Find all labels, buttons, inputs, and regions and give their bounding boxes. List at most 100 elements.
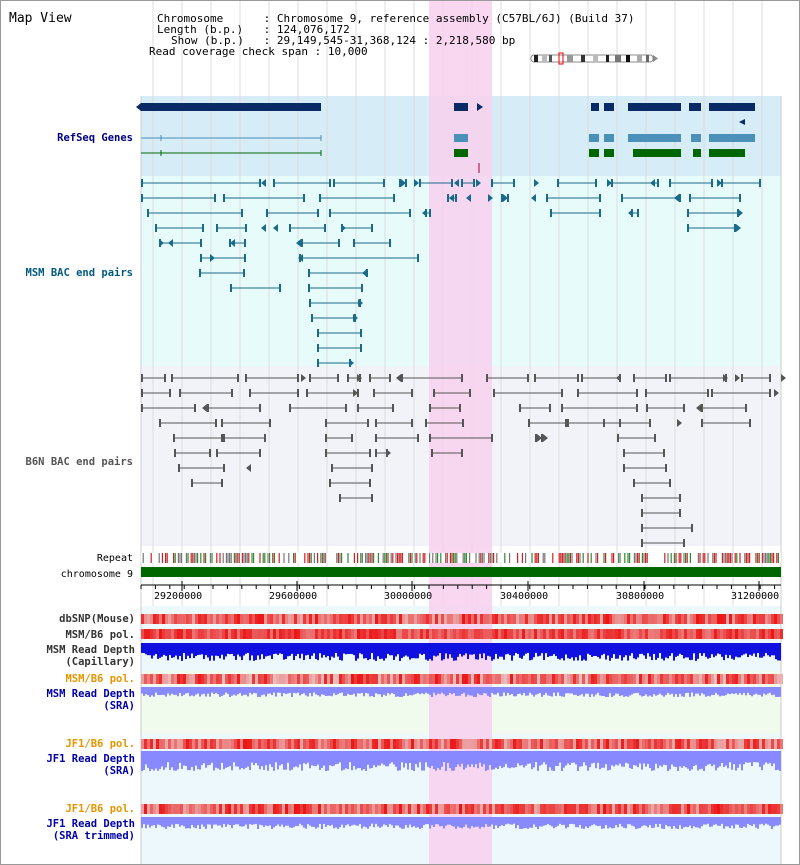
heatmap-cell — [495, 629, 498, 639]
heatmap-cell — [189, 674, 192, 684]
read-depth-bar — [221, 643, 223, 655]
data-track-label-jf1_b6_pol[interactable]: JF1/B6 pol. — [65, 738, 135, 750]
data-track-label-jf1_depth_trim[interactable]: JF1 Read Depth (SRA trimmed) — [46, 818, 135, 842]
repeat-element — [525, 553, 527, 563]
heatmap-cell — [384, 739, 387, 749]
read-depth-bar — [521, 687, 523, 696]
read-depth-bar — [723, 751, 725, 768]
read-depth-bar — [411, 643, 413, 659]
data-track-label-msm_b6_pol_cap[interactable]: MSM/B6 pol. — [65, 629, 135, 641]
read-depth-bar — [629, 751, 631, 769]
track-label-b6n-bac[interactable]: B6N BAC end pairs — [25, 456, 133, 468]
heatmap-cell — [579, 629, 582, 639]
read-depth-bar — [249, 687, 251, 693]
read-depth-bar — [285, 817, 287, 826]
heatmap-cell — [402, 739, 405, 749]
read-depth-bar — [403, 817, 405, 829]
track-label-msm-bac[interactable]: MSM BAC end pairs — [25, 267, 133, 279]
bac-end-right — [561, 389, 563, 397]
read-depth-bar — [483, 751, 485, 765]
repeat-element — [561, 553, 563, 563]
heatmap-cell — [654, 629, 657, 639]
heatmap-cell — [297, 804, 300, 814]
heatmap-cell — [594, 614, 597, 624]
read-depth-bar — [633, 687, 635, 694]
data-track-label-jf1_depth_sra[interactable]: JF1 Read Depth (SRA) — [46, 753, 135, 777]
track-label-refseq[interactable]: RefSeq Genes — [57, 132, 133, 144]
heatmap-cell — [768, 614, 771, 624]
heatmap-cell — [333, 614, 336, 624]
heatmap-cell — [540, 674, 543, 684]
heatmap-cell — [465, 614, 468, 624]
heatmap-cell — [459, 629, 462, 639]
heatmap-cell — [321, 804, 324, 814]
read-depth-bar — [313, 643, 315, 654]
repeat-element — [464, 553, 466, 563]
read-depth-bar — [779, 687, 781, 697]
read-depth-bar — [541, 751, 543, 765]
heatmap-cell — [324, 804, 327, 814]
heatmap-cell — [591, 739, 594, 749]
read-depth-bar — [253, 751, 255, 766]
heatmap-cell — [183, 674, 186, 684]
heatmap-cell — [315, 629, 318, 639]
read-depth-bar — [711, 751, 713, 767]
heatmap-cell — [393, 629, 396, 639]
heatmap-cell — [708, 804, 711, 814]
read-depth-bar — [491, 643, 493, 661]
read-depth-bar — [219, 687, 221, 697]
heatmap-cell — [228, 629, 231, 639]
data-track-label-dbsnp[interactable]: dbSNP(Mouse) — [59, 613, 135, 625]
bac-end-right — [734, 224, 736, 232]
heatmap-cell — [462, 804, 465, 814]
read-depth-bar — [443, 817, 445, 829]
bac-end-arrow — [476, 179, 481, 187]
heatmap-cell — [459, 739, 462, 749]
read-depth-bar — [215, 643, 217, 656]
heatmap-cell — [753, 614, 756, 624]
data-track-label-msm_depth_cap[interactable]: MSM Read Depth (Capillary) — [46, 644, 135, 668]
read-depth-bar — [403, 687, 405, 696]
bac-end-arrow — [781, 374, 786, 382]
heatmap-cell — [687, 804, 690, 814]
bac-end-left — [159, 419, 161, 427]
repeat-element — [739, 553, 741, 563]
heatmap-cell — [474, 739, 477, 749]
read-depth-bar — [611, 751, 613, 766]
read-depth-bar — [485, 687, 487, 694]
data-track-label-jf1_b6_pol_trim[interactable]: JF1/B6 pol. — [65, 803, 135, 815]
read-depth-bar — [651, 687, 653, 697]
data-track-label-msm_b6_pol_sra[interactable]: MSM/B6 pol. — [65, 673, 135, 685]
read-depth-bar — [223, 817, 225, 824]
data-track-label-msm_depth_sra[interactable]: MSM Read Depth (SRA) — [46, 688, 135, 712]
info-label: Length (b.p.) — [157, 23, 244, 36]
read-depth-bar — [587, 687, 589, 694]
read-depth-bar — [733, 643, 735, 660]
heatmap-cell — [168, 739, 171, 749]
heatmap-cell — [534, 674, 537, 684]
repeat-element — [702, 553, 704, 563]
read-depth-bar — [357, 817, 359, 826]
read-depth-bar — [501, 751, 503, 769]
heatmap-cell — [348, 804, 351, 814]
bac-end-left — [200, 254, 202, 262]
repeat-element — [582, 553, 584, 563]
bac-end-left — [641, 539, 643, 547]
heatmap-cell — [294, 629, 297, 639]
read-depth-bar — [513, 817, 515, 824]
bac-end-left — [249, 389, 251, 397]
heatmap-cell — [498, 739, 501, 749]
heatmap-cell — [285, 674, 288, 684]
read-depth-bar — [461, 643, 463, 657]
repeat-element — [664, 553, 666, 563]
heatmap-cell — [273, 674, 276, 684]
read-depth-bar — [255, 751, 257, 763]
read-depth-bar — [209, 817, 211, 825]
heatmap-cell — [777, 739, 780, 749]
data-track-label-line: MSM Read Depth — [46, 688, 135, 700]
read-depth-bar — [265, 817, 267, 826]
read-depth-bar — [429, 817, 431, 829]
repeat-element — [360, 553, 362, 563]
read-depth-bar — [459, 817, 461, 828]
